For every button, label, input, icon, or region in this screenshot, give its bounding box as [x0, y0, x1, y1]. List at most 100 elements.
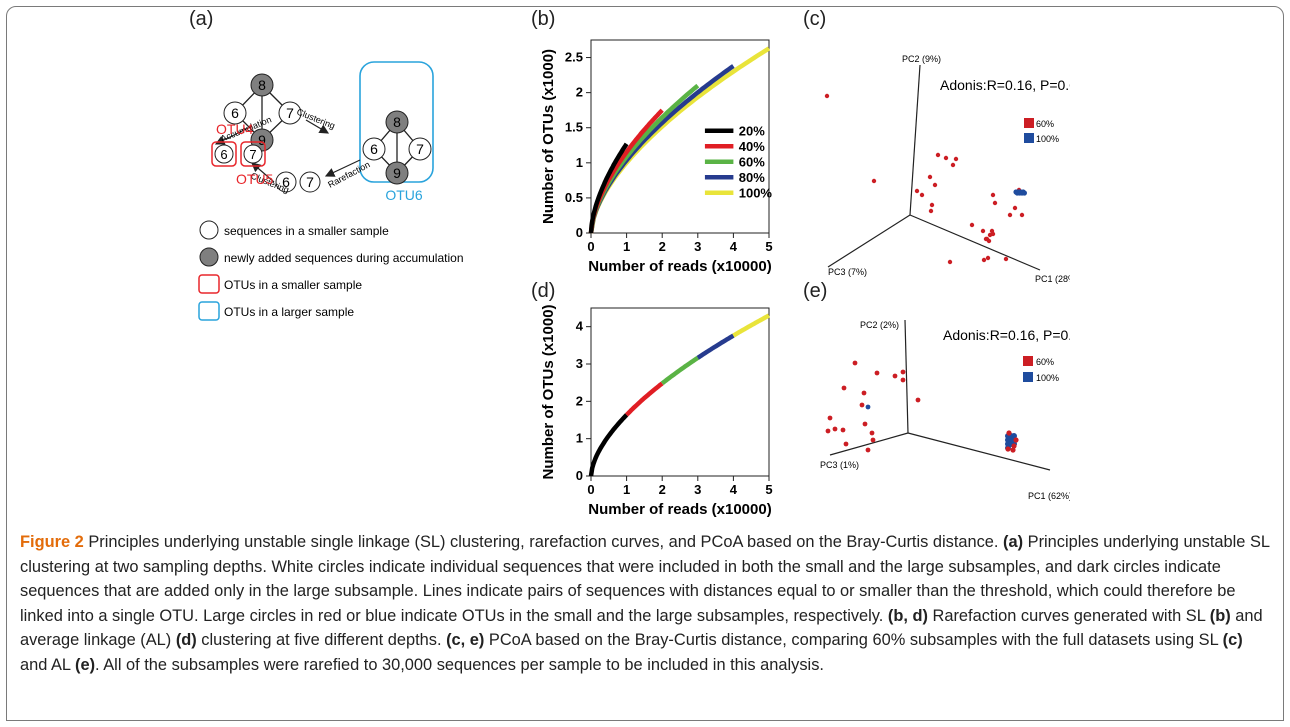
data-point [1021, 190, 1027, 196]
data-point [935, 152, 941, 158]
node-label: 9 [393, 165, 401, 181]
data-point [827, 415, 833, 421]
figure-caption: Figure 2 Principles underlying unstable … [20, 530, 1270, 677]
caption-text: and AL [20, 655, 75, 674]
y-tick-label: 3 [576, 356, 583, 371]
data-point [914, 188, 920, 194]
rarefaction-label: Rarefaction [326, 159, 371, 189]
node-label: 6 [370, 141, 378, 157]
x-tick-label: 5 [765, 239, 772, 254]
node-white [362, 137, 386, 161]
node-label: 7 [416, 141, 424, 157]
legend-label: 20% [739, 124, 765, 139]
curve-segment [732, 313, 771, 338]
data-point [874, 370, 880, 376]
node-label: 6 [231, 105, 239, 121]
data-point [1006, 430, 1012, 436]
caption-ref: (c, e) [446, 631, 485, 649]
panel-label-d: (d) [531, 280, 556, 302]
data-point [969, 222, 975, 228]
data-point [1019, 212, 1025, 218]
legend-swatch-60 [1024, 118, 1034, 128]
otu5-box [240, 141, 266, 167]
data-point [990, 192, 996, 198]
data-point [840, 427, 846, 433]
pcoa-axes [829, 319, 1051, 471]
otu6-label: OTU6 [385, 187, 423, 203]
x-tick-label: 5 [765, 482, 772, 497]
y-tick-label: 2 [576, 85, 583, 100]
node-white [223, 101, 247, 125]
clustering-diagram: 8 6 7 9 Accumulation Clustering 8 6 7 9 … [198, 61, 464, 321]
data-point [1010, 447, 1016, 453]
curve-segment [625, 381, 664, 417]
x-tick-label: 4 [730, 239, 738, 254]
node-label: 7 [249, 147, 256, 162]
data-point [927, 174, 933, 180]
otu4-box [211, 141, 237, 167]
y-tick-label: 2 [576, 393, 583, 408]
data-point [892, 373, 898, 379]
rarefaction-chart-b: 0 1 2 3 4 5 0 0.5 1 1.5 2 2.5 Number of reads (x1000… [540, 39, 773, 275]
panel-label-e: (e) [803, 280, 828, 302]
axis-label-pc1: PC1 (62%) [1028, 491, 1070, 501]
axis-label-pc3: PC3 (7%) [828, 267, 867, 277]
y-tick-label: 0.5 [565, 190, 583, 205]
data-point [869, 430, 875, 436]
x-tick-label: 0 [587, 482, 594, 497]
node-white [299, 171, 321, 193]
legend-label: 40% [739, 139, 765, 154]
accumulation-arrow [214, 125, 253, 145]
legend-label-60: 60% [1036, 357, 1054, 367]
diagram-legend: sequences in a smaller sample newly adde… [198, 220, 464, 321]
y-axis-label: Number of OTUs (x1000) [540, 49, 557, 224]
axis-label-pc3: PC3 (1%) [820, 460, 859, 470]
plot-frame [590, 307, 770, 477]
legend-item: OTUs in a smaller sample [224, 278, 362, 292]
figure-frame [6, 6, 1284, 721]
node-label: 8 [393, 114, 401, 130]
caption-text: Principles underlying unstable SL cluste… [20, 533, 1270, 625]
data-point [989, 228, 995, 234]
data-point [1007, 212, 1013, 218]
data-point [943, 155, 949, 161]
caption-text: PCoA based on the Bray-Curtis distance, … [484, 631, 1223, 649]
x-tick-label: 1 [623, 239, 630, 254]
data-point [919, 192, 925, 198]
data-point [861, 390, 867, 396]
top-graph-nodes: 8 6 7 9 [223, 73, 302, 152]
data-point [841, 385, 847, 391]
pcoa-chart-e: PC2 (2%) PC1 (62%) PC3 (1%) Adonis:R=0.1… [820, 319, 1070, 501]
node-gray [385, 110, 409, 134]
data-point [929, 202, 935, 208]
data-point [915, 397, 921, 403]
plot-frame [590, 39, 770, 234]
data-point [981, 257, 987, 263]
data-point [865, 447, 871, 453]
legend-label: 100% [739, 186, 773, 201]
node-label: 7 [306, 174, 314, 190]
node-white [408, 137, 432, 161]
series-line [588, 142, 629, 234]
x-tick-label: 0 [587, 239, 594, 254]
data-point [928, 208, 934, 214]
data-point [825, 428, 831, 434]
node-label: 6 [282, 174, 290, 190]
x-tick-label: 2 [659, 239, 666, 254]
legend-swatch-60 [1023, 356, 1033, 366]
rarefaction-arrow [324, 159, 361, 177]
data-point [1013, 437, 1019, 443]
white-circle-icon [199, 220, 219, 240]
data-point [865, 404, 871, 410]
data-point [953, 156, 959, 162]
x-axis-label: Number of reads (x10000) [588, 258, 771, 275]
legend-label: 60% [739, 155, 765, 170]
data-point [1005, 446, 1011, 452]
panel-label-a: (a) [189, 8, 214, 30]
data-point [1012, 205, 1018, 211]
pcoa-chart-c: PC2 (9%) PC1 (28%) PC3 (7%) Adonis:R=0.1… [824, 54, 1070, 284]
caption-ref: (b, d) [887, 606, 928, 625]
caption-text: . All of the subsamples were rarefied to… [95, 655, 824, 674]
y-tick-label: 1 [576, 155, 583, 170]
adonis-annotation: Adonis:R=0.16, P=0.001 [943, 327, 1070, 343]
